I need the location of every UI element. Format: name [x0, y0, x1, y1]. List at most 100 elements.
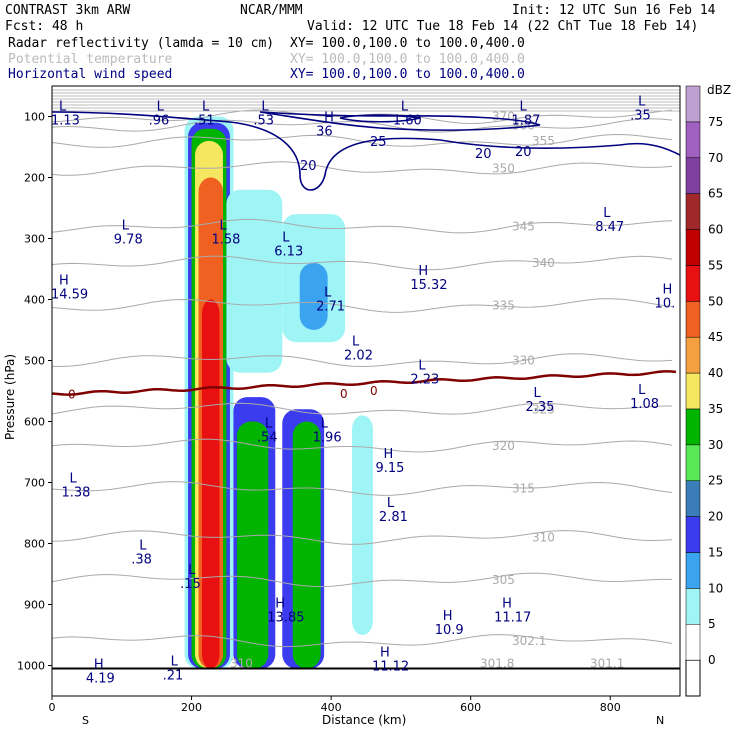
colorbar-label-15: 15 [708, 545, 723, 559]
colorbar-units: dBZ [707, 83, 731, 97]
theta-line-330 [52, 353, 673, 368]
theta-line-305 [52, 572, 672, 588]
colorbar-label-30: 30 [708, 438, 723, 452]
y-tick-label-600: 600 [24, 416, 45, 429]
x-tick-label-400: 400 [321, 701, 342, 714]
extremum-type-4: H [324, 110, 334, 125]
colorbar-box-20 [685, 480, 701, 517]
y-tick-label-900: 900 [24, 599, 45, 612]
center-name: NCAR/MMM [240, 3, 303, 18]
extremum-type-2: L [202, 99, 210, 114]
colorbar-label-60: 60 [708, 223, 723, 237]
melting-level-line [52, 370, 677, 396]
extremum-value-19: 1.08 [630, 397, 659, 412]
theta-line-325 [52, 402, 673, 415]
x-end-left-label: S [82, 714, 89, 727]
extremum-type-31: H [380, 645, 390, 660]
colorbar-box-25 [685, 444, 701, 481]
extremum-type-9: L [219, 218, 227, 233]
theta-line-335 [52, 298, 673, 313]
theta-line-345 [52, 218, 673, 234]
extremum-type-8: L [122, 218, 130, 233]
extremum-type-14: L [324, 285, 332, 300]
colorbar-box-45 [685, 301, 701, 338]
extremum-type-0: L [59, 99, 67, 114]
extremum-value-2: .51 [194, 113, 215, 128]
extremum-type-23: L [69, 472, 77, 487]
colorbar-label-40: 40 [708, 366, 723, 380]
x-tick-label-800: 800 [600, 701, 621, 714]
x-tick-label-600: 600 [460, 701, 481, 714]
extremum-type-1: L [157, 99, 165, 114]
extremum-type-22: H [383, 447, 393, 462]
extremum-value-5: 1.60 [393, 113, 422, 128]
extremum-value-15: 10. [655, 296, 676, 311]
extremum-value-7: .35 [630, 109, 651, 124]
y-tick-label-800: 800 [24, 538, 45, 551]
colorbar-box-below [685, 659, 701, 697]
theta-label-310: 310 [532, 530, 555, 544]
extremum-value-26: .15 [180, 577, 201, 592]
colorbar-label-20: 20 [708, 510, 723, 524]
wind-label-3: 20 [515, 145, 532, 160]
extremum-type-25: L [139, 539, 147, 554]
melting-level-label-2: 0 [370, 384, 378, 398]
colorbar-box-15 [685, 516, 701, 553]
extremum-type-17: L [418, 359, 426, 374]
extremum-value-16: 2.02 [344, 348, 373, 363]
theta-line-350 [52, 161, 673, 176]
theta-line-340 [52, 255, 673, 271]
field-name-theta: Potential temperature [8, 52, 173, 67]
extremum-type-27: H [275, 597, 285, 612]
colorbar-label-75: 75 [708, 115, 723, 129]
figure-header: CONTRAST 3km ARW NCAR/MMM Init: 12 UTC S… [5, 3, 716, 82]
theta-label-305: 305 [492, 573, 515, 587]
y-tick-label-700: 700 [24, 477, 45, 490]
extremum-type-13: H [418, 264, 428, 279]
extremum-value-1: .96 [149, 113, 170, 128]
colorbar-box-55 [685, 229, 701, 266]
x-axis-ticks: 0 200 400 600 800 [49, 696, 621, 714]
extremum-value-23: 1.38 [61, 486, 90, 501]
extremum-value-11: 8.47 [595, 220, 624, 235]
valid-time: Valid: 12 UTC Tue 18 Feb 14 (22 ChT Tue … [307, 19, 698, 34]
extremum-type-15: H [663, 282, 673, 297]
wind-speed-contours: 20 25 20 20 [52, 111, 680, 191]
wind-label-0: 20 [300, 159, 317, 174]
y-tick-label-500: 500 [24, 355, 45, 368]
reflectivity-cell-7 [236, 421, 269, 669]
extremum-type-28: H [502, 597, 512, 612]
field-xy-reflectivity: XY= 100.0,100.0 to 100.0,400.0 [290, 36, 525, 51]
field-name-reflectivity: Radar reflectivity (lamda = 10 cm) [8, 36, 274, 51]
theta-line-360 [52, 118, 673, 133]
y-tick-label-400: 400 [24, 294, 45, 307]
plot-area: 3703603553503453403353303253203153103053… [3, 85, 681, 727]
extremum-type-5: L [401, 99, 409, 114]
y-tick-label-100: 100 [24, 111, 45, 124]
extremum-value-27: 13.85 [267, 611, 304, 626]
y-axis-ticks: 100 200 300 400 500 600 700 800 900 1000 [17, 111, 52, 673]
forecast-hour: Fcst: 48 h [5, 19, 83, 34]
wind-contour-20 [52, 111, 680, 191]
y-tick-label-1000: 1000 [17, 660, 45, 673]
colorbar-box-30 [685, 408, 701, 446]
extremum-value-9: 1.58 [211, 232, 240, 247]
theta-label-340: 340 [532, 256, 555, 270]
theta-line-320 [52, 438, 673, 453]
extremum-type-26: L [188, 563, 196, 578]
init-time: Init: 12 UTC Sun 16 Feb 14 [512, 3, 716, 18]
extremum-value-0: 1.13 [51, 113, 80, 128]
colorbar-box-5 [685, 588, 701, 625]
colorbar-label-65: 65 [708, 187, 723, 201]
x-axis-title: Distance (km) [322, 713, 406, 727]
reflectivity-cell-10 [226, 189, 283, 373]
colorbar-label-45: 45 [708, 330, 723, 344]
colorbar-box-50 [685, 265, 701, 302]
theta-line-310 [52, 530, 673, 545]
extremum-value-20: .54 [257, 431, 278, 446]
field-xy-wind: XY= 100.0,100.0 to 100.0,400.0 [290, 67, 525, 82]
theta-bottom-label-2: 310 [230, 657, 253, 671]
extremum-type-10: L [282, 231, 290, 246]
melting-level-label-1: 0 [340, 387, 348, 401]
